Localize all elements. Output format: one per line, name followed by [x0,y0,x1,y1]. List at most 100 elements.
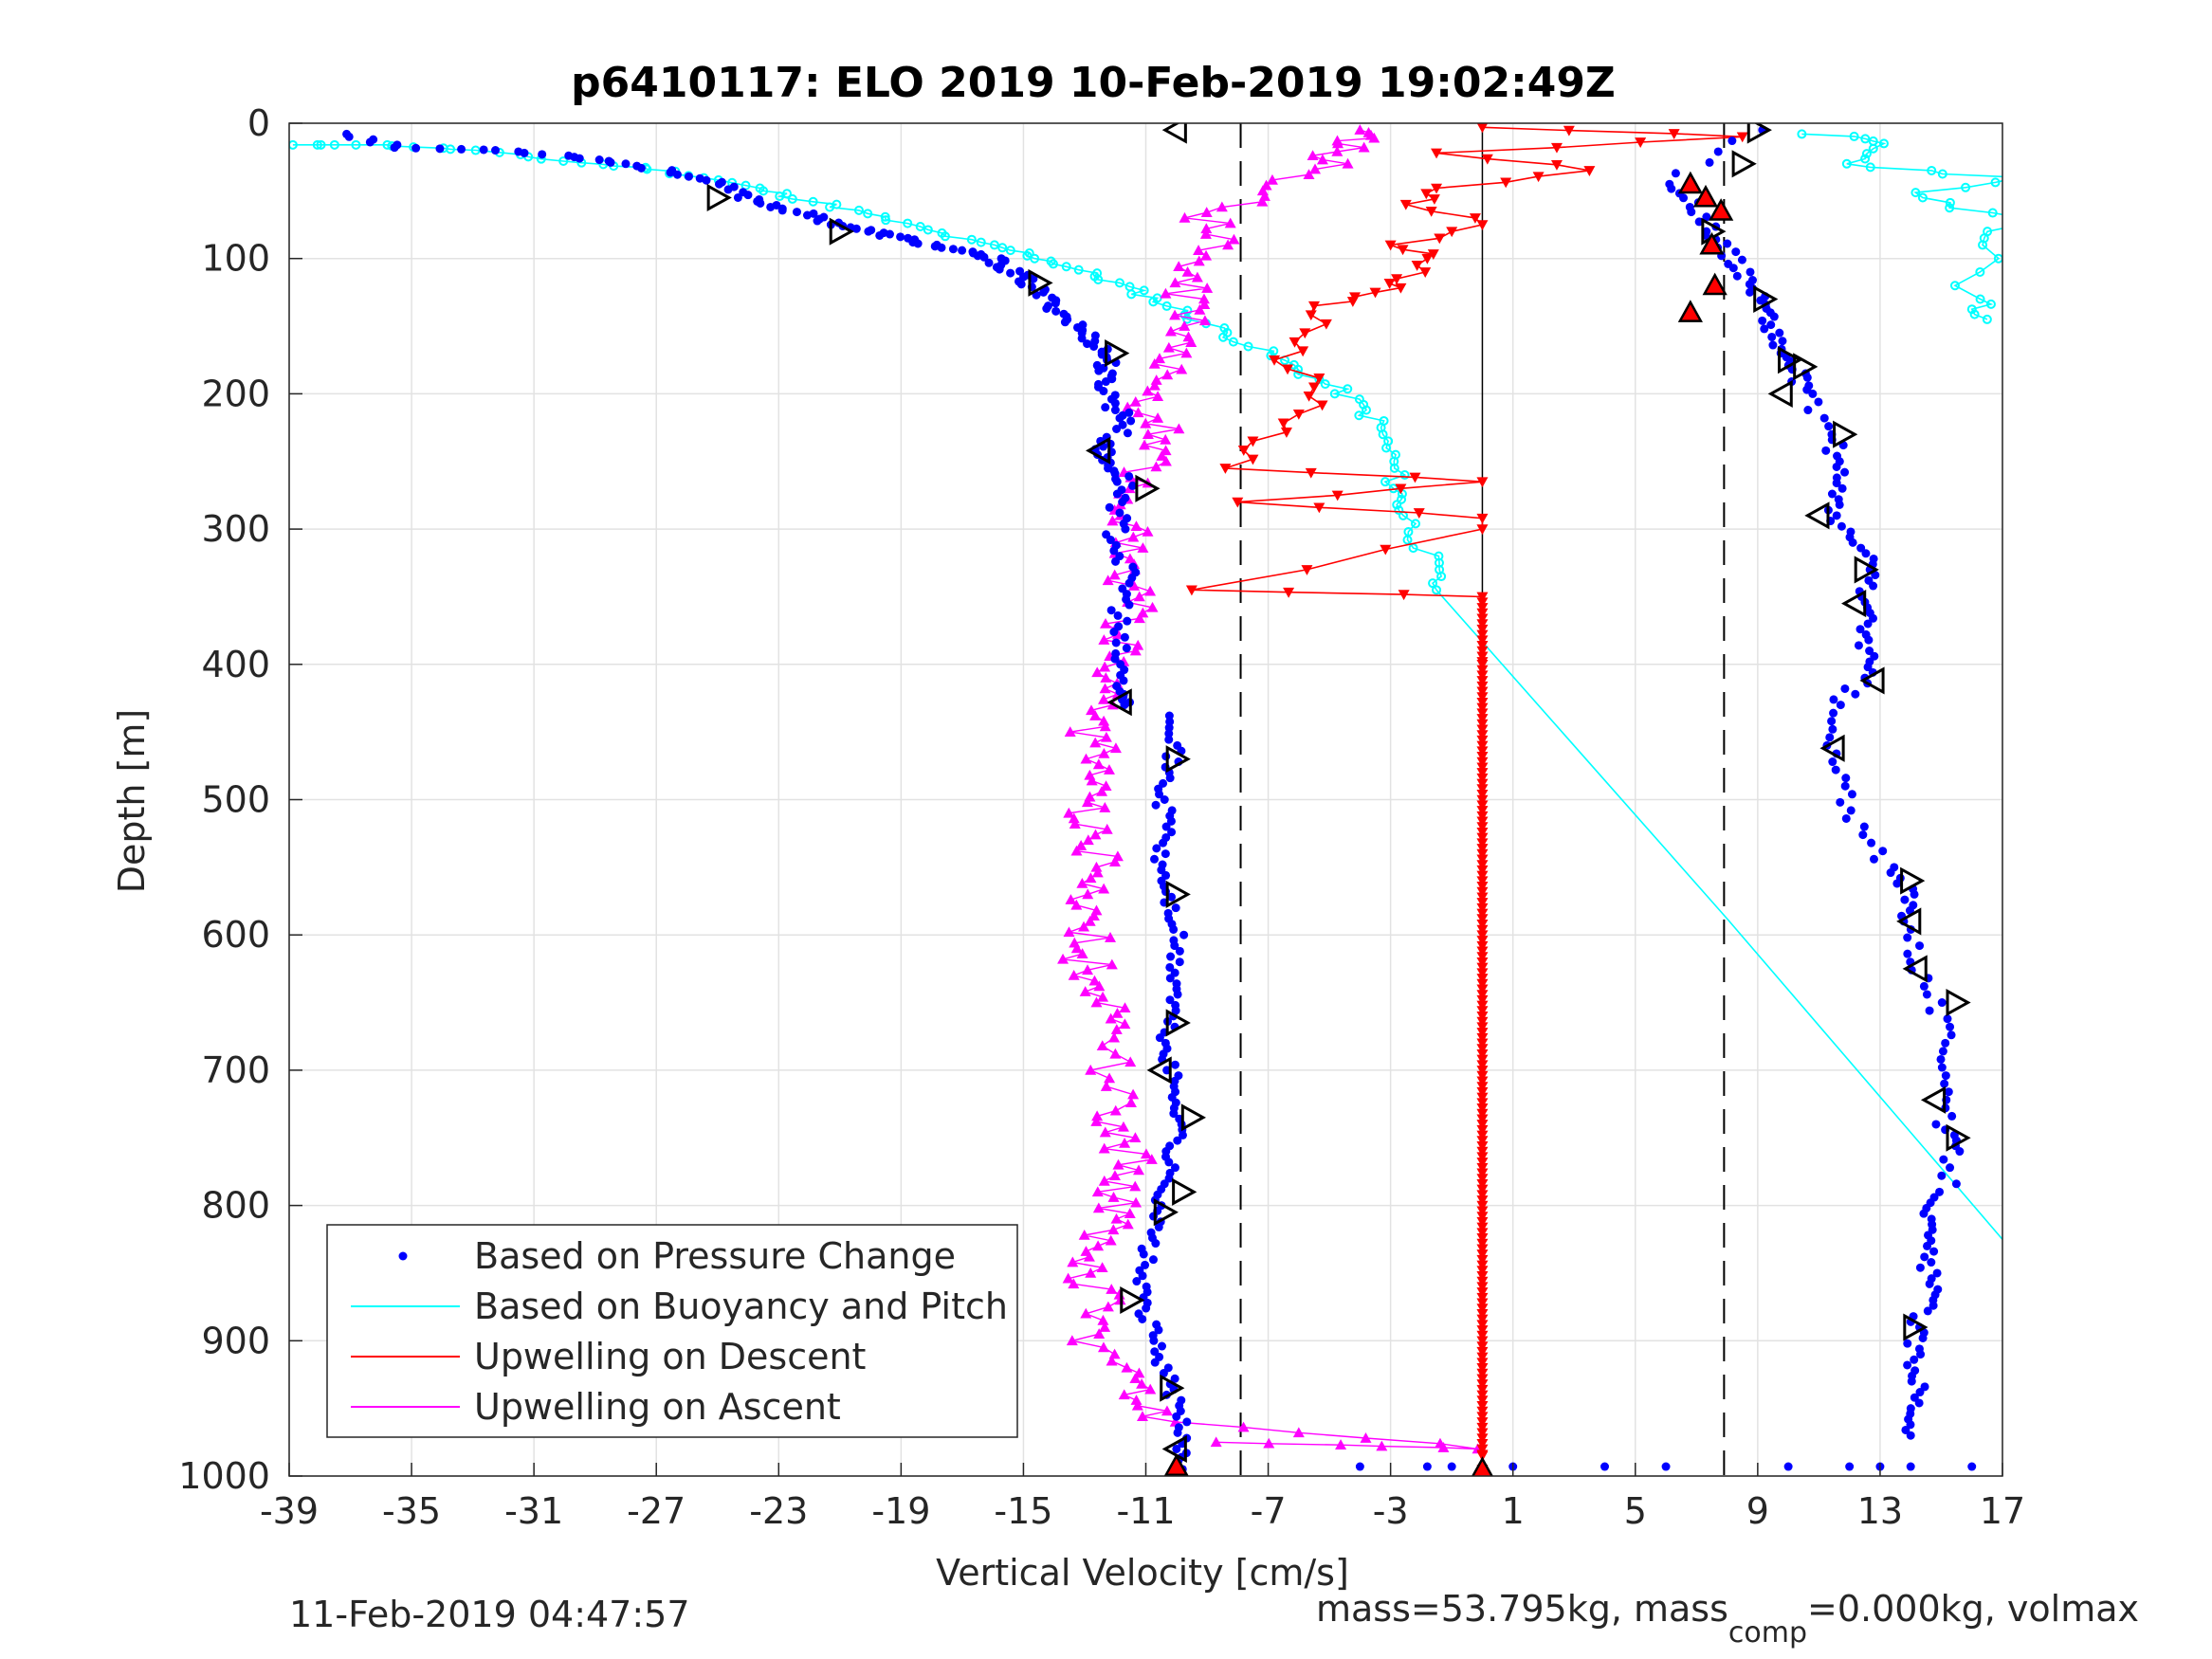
upwelling-descent-point [1476,641,1489,651]
upwelling-descent-point [1398,590,1410,601]
pressure-change-point [457,144,466,154]
upwelling-descent-point [1313,502,1325,514]
upwelling-descent-point [1421,253,1434,264]
upwelling-ascent-point [1133,612,1145,624]
upwelling-descent-point [1476,1314,1489,1325]
upwelling-descent-point [1476,1012,1489,1022]
upwelling-descent-point [1476,1130,1489,1141]
upwelling-ascent-point [1434,1437,1446,1449]
pressure-change-point [1723,239,1732,248]
upwelling-ascent-point [1099,661,1111,672]
upwelling-ascent-point [1090,904,1103,916]
pressure-change-point [1106,606,1116,615]
upwelling-descent-point [1476,1330,1489,1341]
upwelling-descent-point [1428,194,1440,205]
upwelling-ascent-point [1131,1399,1143,1411]
buoyancy-point [1381,443,1392,453]
upwelling-descent-point [1476,827,1489,838]
pressure-change-point [1118,420,1127,429]
upwelling-ascent-point [1331,145,1344,156]
upwelling-descent-point [1476,990,1489,1000]
pressure-change-point [1769,312,1779,321]
buoyancy-point [1937,169,1947,179]
upwelling-descent-point [1476,1341,1489,1353]
y-tick-label: 100 [201,238,270,280]
pressure-change-point [851,224,861,233]
pressure-change-point [344,132,354,141]
upwelling-descent-point [1476,1266,1489,1277]
upwelling-descent-point [1476,1406,1489,1417]
pressure-change-point [1943,1014,1952,1024]
pressure-change-point [1110,654,1120,664]
buoyancy-point [1218,332,1229,342]
upwelling-descent-point [1476,844,1489,854]
upwelling-descent-point [1476,811,1489,822]
upwelling-descent-point [1476,524,1489,536]
upwelling-ascent-point [1106,958,1118,970]
upwelling-descent-point [1476,1233,1489,1244]
upwelling-ascent-point [1266,173,1278,185]
buoyancy-point [1343,384,1353,394]
upwelling-ascent-point [1088,910,1100,921]
upwelling-ascent-point [1119,1137,1131,1148]
pressure-change-point [1115,413,1124,423]
upwelling-descent-point [1635,137,1647,148]
upwelling-ascent-point [1078,1229,1090,1240]
upwelling-ascent-point [1162,341,1175,353]
upwelling-descent-point [1431,183,1443,194]
pressure-change-point [1142,1304,1151,1313]
pressure-change-point [1123,616,1132,626]
upwelling-descent-point [1476,1352,1489,1363]
pressure-change-point [1112,477,1122,486]
buoyancy-point [1378,429,1388,440]
pressure-change-point [1728,137,1737,146]
buoyancy-point [940,231,950,242]
upwelling-ascent-point [1099,1126,1111,1138]
buoyancy-point [1048,259,1058,269]
upwelling-descent-point [1583,166,1596,176]
buoyancy-point [1797,129,1807,139]
tick-labels: -39 -35 -31 -27 -23 -19 -15 -11 -7 -3 1 5 9 13 1701002… [178,102,2025,1532]
upwelling-descent-point [1668,129,1680,139]
pressure-change-point [1123,428,1132,438]
upwelling-ascent-point [1070,942,1083,954]
upwelling-descent-point [1476,806,1489,816]
buoyancy-point [1380,477,1391,487]
upwelling-descent-point [1397,245,1409,256]
upwelling-ascent-point [1085,1064,1097,1075]
upwelling-ascent-point [1070,899,1083,910]
pressure-change-point [1938,1047,1947,1056]
pressure-change-point [1705,157,1714,167]
pressure-change-point [1859,822,1869,831]
upwelling-descent-point [1476,1384,1489,1395]
pressure-change-point [1170,1060,1179,1069]
upwelling-descent-point [1532,172,1545,183]
pressure-change-point [1802,373,1812,382]
pressure-change-point [594,155,604,165]
marker-triangle-left [1859,666,1885,695]
upwelling-descent-point [1283,587,1295,598]
upwelling-descent-point [1476,1174,1489,1185]
pressure-change-point [930,242,940,251]
buoyancy-point [1114,278,1124,288]
pressure-change-point [1124,578,1134,588]
pressure-change-point [1840,684,1850,693]
upwelling-ascent-point [1066,1335,1078,1346]
marker-triangle-right [1793,353,1819,381]
buoyancy-point [1917,192,1928,203]
upwelling-ascent-point [1140,1148,1152,1159]
upwelling-ascent-point [1144,1383,1157,1395]
x-tick-label: -7 [1251,1490,1287,1532]
marker-triangle-right [1105,339,1130,368]
buoyancy-point [1961,182,1971,192]
upwelling-ascent-point [1132,407,1144,418]
buoyancy-point [1073,264,1084,275]
buoyancy-point [1362,405,1372,415]
pressure-change-point [672,170,682,179]
pressure-change-point [1937,1063,1947,1072]
upwelling-descent-point [1411,261,1423,271]
marker-triangle-right [1172,1177,1197,1206]
pressure-change-point [984,258,994,267]
upwelling-descent-point [1476,670,1489,682]
marker-triangle-red [1692,184,1719,208]
